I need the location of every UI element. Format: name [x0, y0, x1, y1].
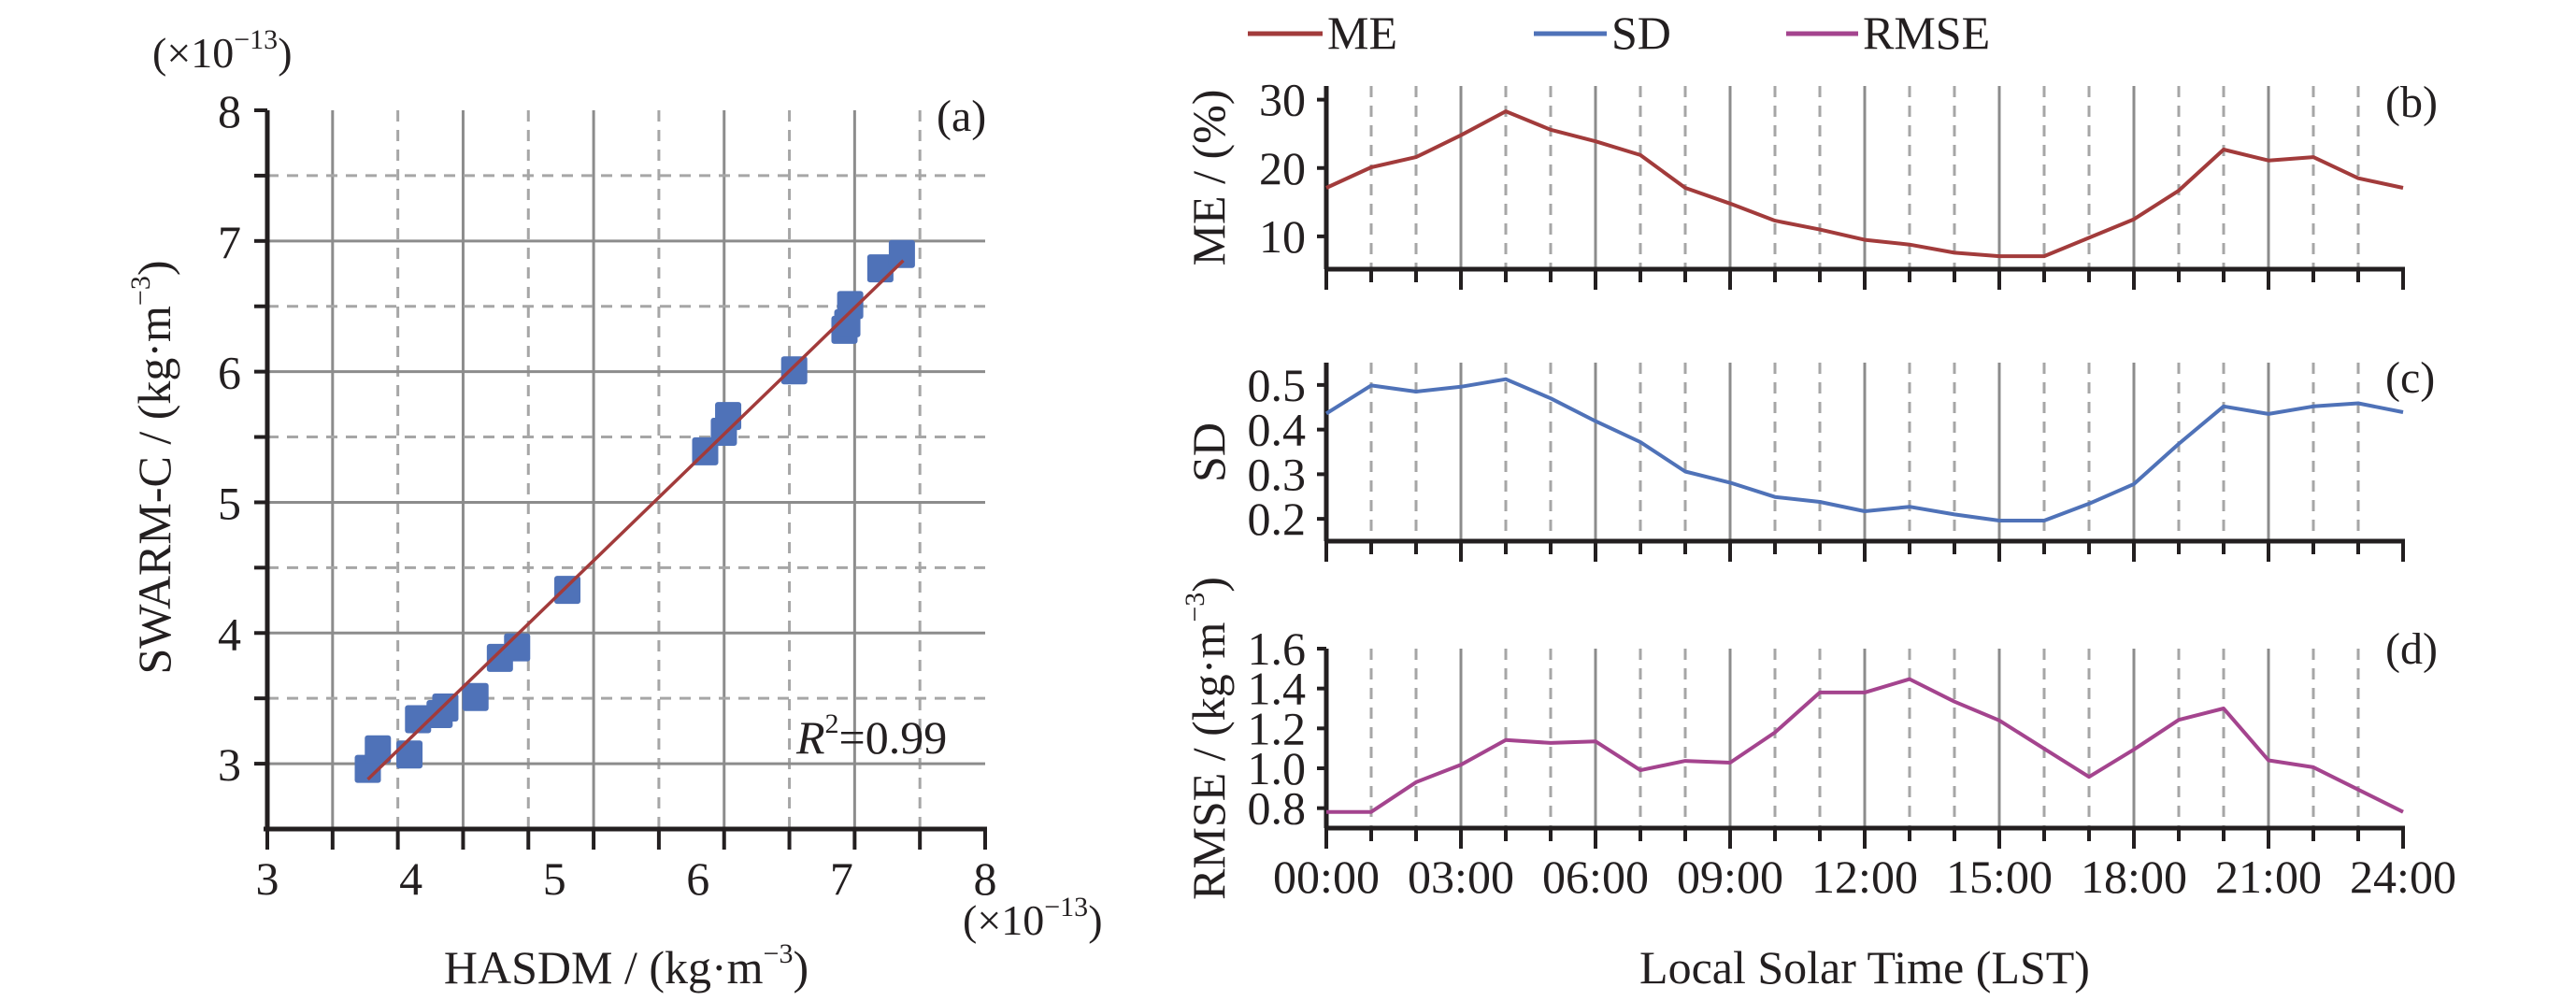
rmse-y-tick-label: 1.4: [1248, 663, 1307, 715]
time-axis-tick-label: 09:00: [1677, 851, 1783, 903]
panel-a-y-tick-label: 7: [218, 216, 241, 268]
rmse-y-tick-label: 1.0: [1248, 742, 1307, 794]
panel-a-x-axis-title: HASDM / (kg·m−3): [444, 938, 809, 994]
panel-a-x-tick-label: 5: [543, 852, 566, 905]
time-axis-tick-label: 03:00: [1408, 851, 1514, 903]
panel-a-tick-labels: 3 4 5 6 7 8 3 4 5 6 7 8: [218, 85, 997, 905]
rmse-y-tick-label: 1.6: [1248, 622, 1307, 675]
legend-label-rmse: RMSE: [1863, 7, 1990, 59]
scatter-point: [837, 291, 864, 320]
scatter-point: [715, 402, 742, 431]
time-axis-tick-label: 24:00: [2350, 851, 2456, 903]
panel-a-x-tick-label: 7: [830, 852, 853, 905]
scatter-point: [888, 239, 915, 268]
scatter-point: [554, 576, 581, 605]
panel-a-x-tick-label: 4: [399, 852, 422, 905]
panel-a-y-multiplier: (×10−13): [152, 24, 293, 77]
panel-b-me: 10 20 30: [1259, 74, 2405, 290]
panel-a-y-tick-label: 5: [218, 477, 241, 529]
panel-a-y-tick-label: 8: [218, 85, 241, 137]
panel-c-tag: (c): [2385, 353, 2435, 403]
panel-a-grid: [267, 110, 985, 829]
panel-a-x-tick-label: 6: [686, 852, 709, 905]
panel-c-y-axis-title: SD: [1182, 422, 1235, 482]
scatter-point: [365, 735, 392, 764]
legend-label-sd: SD: [1611, 7, 1671, 59]
rmse-y-tick-label: 1.2: [1248, 702, 1307, 754]
scatter-point: [462, 682, 489, 711]
panel-a-points: [354, 239, 915, 783]
me-y-tick-label: 30: [1259, 74, 1306, 126]
panel-a-r-squared: R2=0.99: [795, 708, 947, 764]
me-y-tick-label: 10: [1259, 210, 1306, 263]
panel-a-x-tick-label: 3: [256, 852, 279, 905]
time-axis-tick-label: 21:00: [2215, 851, 2322, 903]
panel-d-y-axis-title: RMSE / (kg·m−3): [1180, 577, 1235, 900]
sd-y-tick-label: 0.2: [1248, 493, 1307, 545]
time-axis-tick-label: 00:00: [1273, 851, 1380, 903]
time-axis-tick-label: 15:00: [1946, 851, 2053, 903]
scatter-point: [780, 356, 808, 385]
panel-a-x-tick-label: 8: [974, 852, 997, 905]
panel-c-sd: 0.20.30.40.5: [1248, 359, 2405, 562]
panel-a-x-multiplier: (×10−13): [963, 892, 1103, 944]
rmse-y-tick-label: 0.8: [1248, 782, 1307, 835]
panel-a-axes: [254, 108, 987, 850]
time-axis-tick-labels: 00:00 03:00 06:00 09:00 12:00 15:00 18:00 21:00…: [1273, 851, 2456, 903]
legend-label-me: ME: [1327, 7, 1397, 59]
panel-a-y-tick-label: 6: [218, 347, 241, 399]
panel-d-tag: (d): [2385, 624, 2438, 674]
panel-a-fit-line: [366, 259, 905, 781]
sd-y-tick-label: 0.4: [1248, 404, 1307, 456]
time-axis-tick-label: 12:00: [1811, 851, 1918, 903]
panel-a-y-tick-label: 4: [218, 608, 241, 660]
time-axis-tick-label: 06:00: [1542, 851, 1649, 903]
scatter-point: [396, 740, 423, 769]
sd-y-tick-label: 0.5: [1248, 359, 1307, 411]
panel-b-tag: (b): [2385, 78, 2438, 127]
scatter-point: [432, 693, 459, 722]
me-y-tick-label: 20: [1259, 142, 1306, 194]
time-axis-tick-label: 18:00: [2081, 851, 2187, 903]
legend: ME SD RMSE: [1248, 7, 1990, 59]
panel-a-scatter: 3 4 5 6 7 8 3 4 5 6 7 8 (×10−13) (a) R2=0.99 (×10−1…: [125, 24, 1103, 994]
panel-a-y-tick-label: 3: [218, 738, 241, 791]
scatter-point: [504, 633, 531, 662]
panel-d-rmse: 0.81.01.21.41.6: [1248, 622, 2405, 849]
sd-y-tick-label: 0.3: [1248, 448, 1307, 500]
panel-a-y-axis-title: SWARM-C / (kg·m−3): [125, 260, 180, 674]
panel-a-tag: (a): [937, 92, 986, 141]
time-axis-title: Local Solar Time (LST): [1639, 941, 2090, 994]
panel-b-y-axis-title: ME / (%): [1182, 90, 1235, 266]
